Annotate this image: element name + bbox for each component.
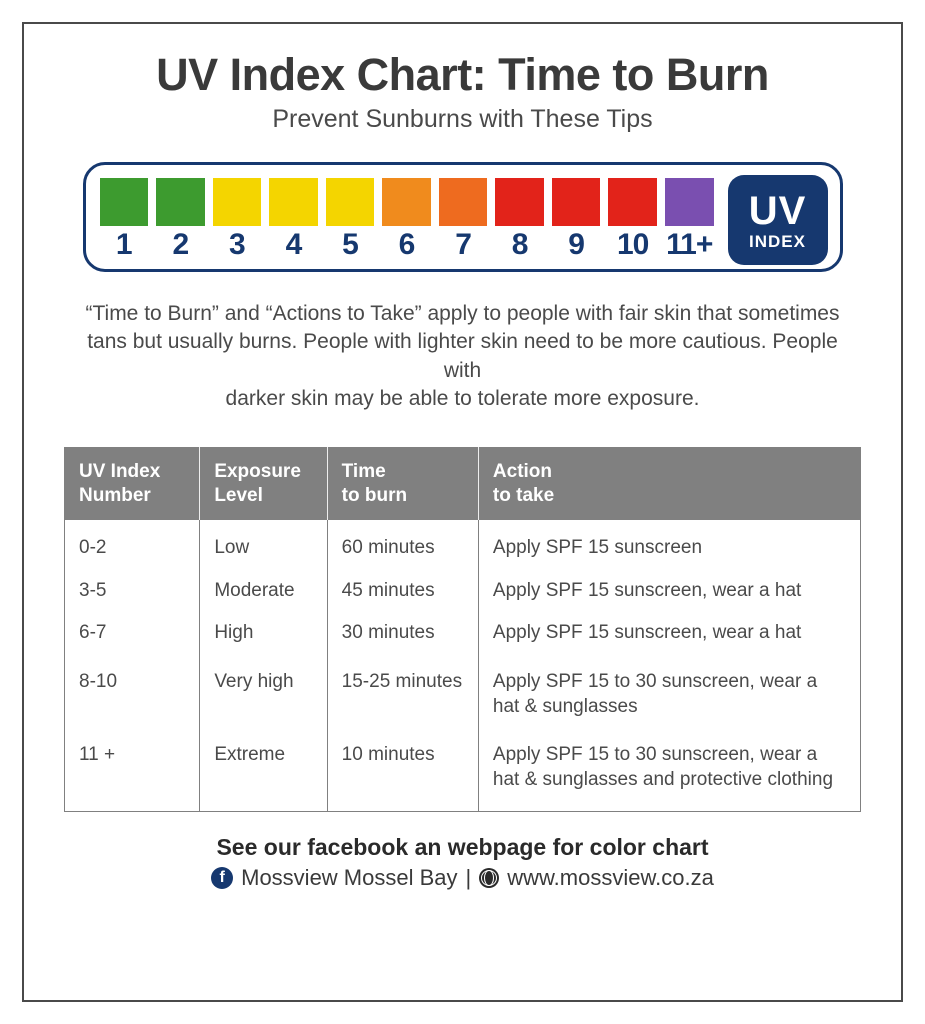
- table-row: 3-5Moderate45 minutesApply SPF 15 sunscr…: [65, 571, 861, 614]
- table-cell: 45 minutes: [327, 571, 478, 614]
- uv-scale-number: 5: [342, 228, 358, 262]
- disclaimer-note: “Time to Burn” and “Actions to Take” app…: [74, 300, 851, 413]
- uv-scale-cell: 1: [100, 178, 149, 262]
- uv-scale-cell: 7: [439, 178, 488, 262]
- table-row: 8-10Very high15-25 minutesApply SPF 15 t…: [65, 656, 861, 729]
- table-cell: 0-2: [65, 520, 200, 571]
- table-cell: Apply SPF 15 sunscreen, wear a hat: [478, 571, 860, 614]
- uv-badge-bottom: INDEX: [749, 233, 806, 250]
- website-url: www.mossview.co.za: [507, 865, 714, 891]
- uv-swatch: [552, 178, 601, 226]
- table-cell: Low: [200, 520, 327, 571]
- uv-swatch: [495, 178, 544, 226]
- uv-swatch: [213, 178, 262, 226]
- table-cell: Apply SPF 15 sunscreen: [478, 520, 860, 571]
- uv-scale-cells: 1 2 3 4 5 6 7 8 9 10 11+: [100, 178, 714, 262]
- uv-swatch: [382, 178, 431, 226]
- globe-icon: [479, 868, 499, 888]
- table-column-header: UV IndexNumber: [65, 448, 200, 520]
- uv-index-badge: UV INDEX: [728, 175, 828, 265]
- uv-scale-cell: 10: [608, 178, 657, 262]
- uv-swatch: [326, 178, 375, 226]
- uv-scale-number: 2: [172, 228, 188, 262]
- table-cell: Very high: [200, 656, 327, 729]
- table-row: 0-2Low60 minutesApply SPF 15 sunscreen: [65, 520, 861, 571]
- table-cell: Apply SPF 15 sunscreen, wear a hat: [478, 613, 860, 656]
- table-cell: Extreme: [200, 729, 327, 811]
- table-cell: 11 +: [65, 729, 200, 811]
- table-cell: Apply SPF 15 to 30 sunscreen, wear a hat…: [478, 656, 860, 729]
- uv-scale: 1 2 3 4 5 6 7 8 9 10 11+ UV INDEX: [83, 162, 843, 272]
- uv-scale-number: 1: [116, 228, 132, 262]
- page-subtitle: Prevent Sunburns with These Tips: [64, 105, 861, 134]
- table-row: 11 +Extreme10 minutesApply SPF 15 to 30 …: [65, 729, 861, 811]
- uv-swatch: [156, 178, 205, 226]
- footer: See our facebook an webpage for color ch…: [64, 834, 861, 891]
- page-title: UV Index Chart: Time to Burn: [64, 49, 861, 101]
- uv-scale-number: 7: [455, 228, 471, 262]
- table-cell: 30 minutes: [327, 613, 478, 656]
- uv-scale-cell: 4: [269, 178, 318, 262]
- table-cell: 60 minutes: [327, 520, 478, 571]
- uv-scale-cell: 5: [326, 178, 375, 262]
- uv-scale-cell: 6: [382, 178, 431, 262]
- uv-swatch: [608, 178, 657, 226]
- table-cell: 8-10: [65, 656, 200, 729]
- footer-divider: |: [466, 865, 472, 891]
- uv-swatch: [100, 178, 149, 226]
- table-body: 0-2Low60 minutesApply SPF 15 sunscreen3-…: [65, 520, 861, 811]
- uv-swatch: [665, 178, 714, 226]
- facebook-icon: f: [211, 867, 233, 889]
- uv-scale-number: 10: [617, 228, 648, 262]
- uv-table: UV IndexNumberExposureLevelTimeto burnAc…: [64, 447, 861, 811]
- table-cell: Apply SPF 15 to 30 sunscreen, wear a hat…: [478, 729, 860, 811]
- uv-scale-number: 8: [512, 228, 528, 262]
- table-cell: 10 minutes: [327, 729, 478, 811]
- table-cell: High: [200, 613, 327, 656]
- uv-scale-number: 4: [286, 228, 302, 262]
- uv-scale-cell: 11+: [665, 178, 714, 262]
- uv-scale-cell: 8: [495, 178, 544, 262]
- facebook-name: Mossview Mossel Bay: [241, 865, 457, 891]
- footer-text: See our facebook an webpage for color ch…: [64, 834, 861, 861]
- table-cell: 15-25 minutes: [327, 656, 478, 729]
- uv-scale-cell: 9: [552, 178, 601, 262]
- footer-contacts: f Mossview Mossel Bay | www.mossview.co.…: [64, 865, 861, 891]
- table-cell: 6-7: [65, 613, 200, 656]
- table-row: 6-7High30 minutesApply SPF 15 sunscreen,…: [65, 613, 861, 656]
- uv-badge-top: UV: [749, 191, 807, 231]
- table-cell: Moderate: [200, 571, 327, 614]
- uv-swatch: [269, 178, 318, 226]
- uv-scale-number: 11+: [666, 228, 712, 262]
- table-column-header: Actionto take: [478, 448, 860, 520]
- uv-swatch: [439, 178, 488, 226]
- table-column-header: ExposureLevel: [200, 448, 327, 520]
- table-header: UV IndexNumberExposureLevelTimeto burnAc…: [65, 448, 861, 520]
- table-column-header: Timeto burn: [327, 448, 478, 520]
- table-cell: 3-5: [65, 571, 200, 614]
- uv-scale-number: 3: [229, 228, 245, 262]
- uv-scale-cell: 3: [213, 178, 262, 262]
- uv-scale-number: 9: [568, 228, 584, 262]
- document-frame: UV Index Chart: Time to Burn Prevent Sun…: [22, 22, 903, 1002]
- uv-scale-cell: 2: [156, 178, 205, 262]
- uv-scale-number: 6: [399, 228, 415, 262]
